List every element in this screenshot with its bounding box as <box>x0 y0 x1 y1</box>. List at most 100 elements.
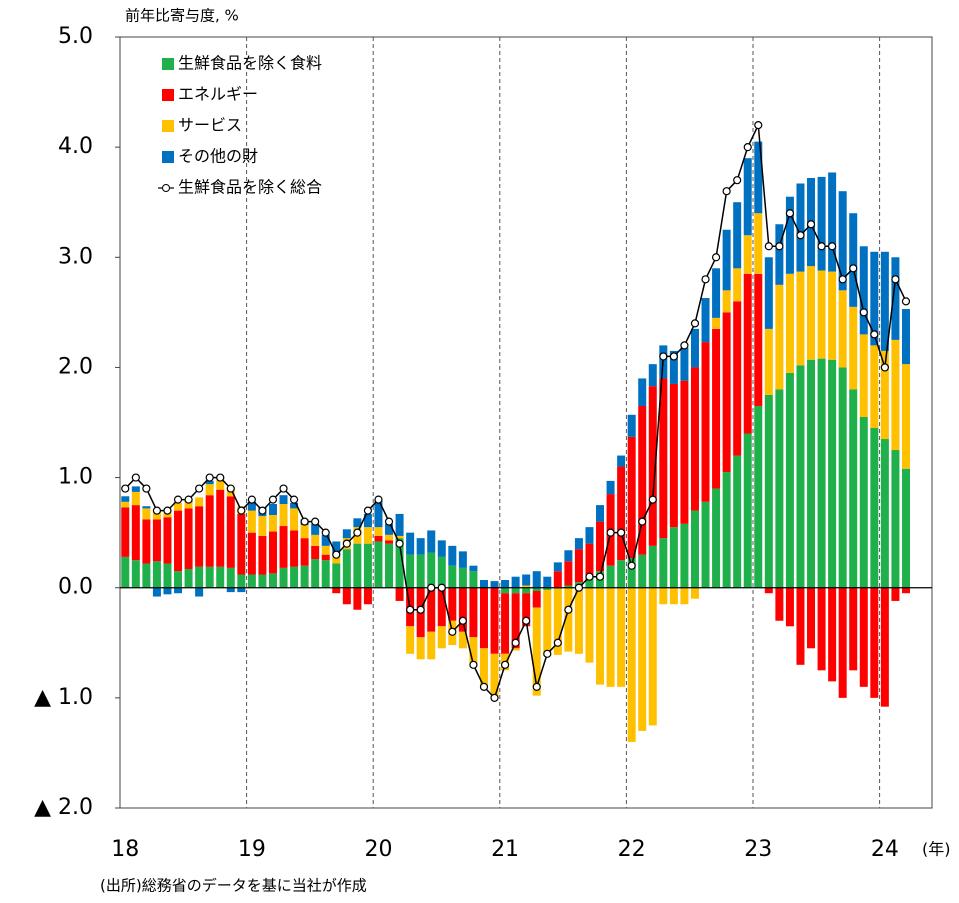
bar-segment <box>891 450 900 588</box>
legend-label: 生鮮食品を除く食料 <box>178 54 322 73</box>
bar-segment <box>901 364 910 469</box>
bar-segment <box>712 317 721 329</box>
bar-segment <box>859 416 868 588</box>
bar-segment <box>522 587 531 594</box>
bar-segment <box>216 478 225 490</box>
x-axis-unit: (年) <box>922 840 951 859</box>
bar-segment <box>849 306 858 390</box>
bar-segment <box>258 535 267 575</box>
bar-segment <box>247 510 256 533</box>
line-marker <box>690 319 700 328</box>
bar-segment <box>785 196 794 274</box>
line-marker <box>121 484 130 493</box>
bar-segment <box>279 567 288 588</box>
bar-segment <box>195 587 204 597</box>
bar-segment <box>448 565 457 588</box>
bar-segment <box>743 235 752 274</box>
bar-segment <box>353 543 362 588</box>
bar-segment <box>300 524 309 539</box>
bar-segment <box>638 405 647 555</box>
bar-segment <box>690 367 699 511</box>
bar-segment <box>891 339 900 451</box>
line-marker <box>648 495 657 504</box>
bar-segment <box>754 141 763 214</box>
bar-segment <box>121 501 130 508</box>
bar-segment <box>152 510 161 520</box>
bar-segment <box>142 563 151 588</box>
line-marker <box>395 539 404 548</box>
line-marker <box>880 363 889 372</box>
line-marker <box>722 187 731 196</box>
line-marker <box>543 649 552 658</box>
bar-segment <box>638 587 647 731</box>
line-marker <box>353 528 362 537</box>
line-marker <box>838 275 847 284</box>
line-marker <box>152 506 162 515</box>
line-marker <box>754 121 763 130</box>
bar-segment <box>785 587 794 627</box>
bar-segment <box>279 504 288 527</box>
bar-segment <box>690 587 699 599</box>
bar-segment <box>353 587 362 610</box>
bar-segment <box>828 359 837 588</box>
bar-segment <box>522 593 531 627</box>
bar-segment <box>427 552 436 588</box>
line-marker <box>406 605 415 614</box>
bar-segment <box>385 534 394 541</box>
line-marker <box>458 616 467 625</box>
bar-segment <box>638 554 647 588</box>
bar-segment <box>870 587 879 698</box>
line-marker <box>775 242 784 251</box>
bar-segment <box>585 543 594 577</box>
bar-segment <box>300 565 309 588</box>
bar-segment <box>469 571 478 588</box>
bar-segment <box>511 587 520 594</box>
bar-segment <box>290 508 299 531</box>
line-marker <box>849 264 858 273</box>
bar-segment <box>669 587 678 605</box>
bar-segment <box>121 556 130 588</box>
bar-segment <box>226 587 235 593</box>
bar-segment <box>142 508 151 520</box>
legend-swatch <box>162 58 174 70</box>
x-tick-label: 22 <box>618 837 646 862</box>
bar-segment <box>680 380 689 524</box>
bar-segment <box>817 270 826 359</box>
bar-segment <box>163 587 172 595</box>
bar-segment <box>363 587 372 605</box>
bar-segment <box>437 626 446 649</box>
bar-segment <box>374 535 383 542</box>
bar-segment <box>733 301 742 456</box>
bar-segment <box>152 519 161 562</box>
bar-segment <box>880 439 889 588</box>
bar-segment <box>680 347 689 381</box>
bar-segment <box>416 554 425 588</box>
bar-segment <box>279 526 288 568</box>
bar-segment <box>479 648 488 687</box>
bar-segment <box>332 587 341 594</box>
bar-segment <box>131 486 140 492</box>
bar-segment <box>870 428 879 588</box>
bar-segment <box>406 554 415 588</box>
bar-segment <box>427 530 436 553</box>
bar-segment <box>490 581 499 588</box>
bar-segment <box>437 587 446 627</box>
line-marker <box>796 231 805 240</box>
line-marker <box>711 253 721 262</box>
bar-segment <box>785 372 794 588</box>
bar-segment <box>880 350 889 440</box>
bar-segment <box>226 496 235 568</box>
line-marker <box>437 583 446 592</box>
line-marker <box>300 517 309 526</box>
bar-segment <box>290 530 299 567</box>
bar-segment <box>712 268 721 318</box>
bar-segment <box>596 505 605 522</box>
bar-segment <box>764 257 773 329</box>
bar-segment <box>796 271 805 366</box>
bar-segment <box>796 587 805 665</box>
bar-segment <box>564 550 573 562</box>
line-marker <box>828 242 837 251</box>
bar-segment <box>901 309 910 365</box>
bar-segment <box>511 648 520 651</box>
bar-segment <box>564 561 573 586</box>
